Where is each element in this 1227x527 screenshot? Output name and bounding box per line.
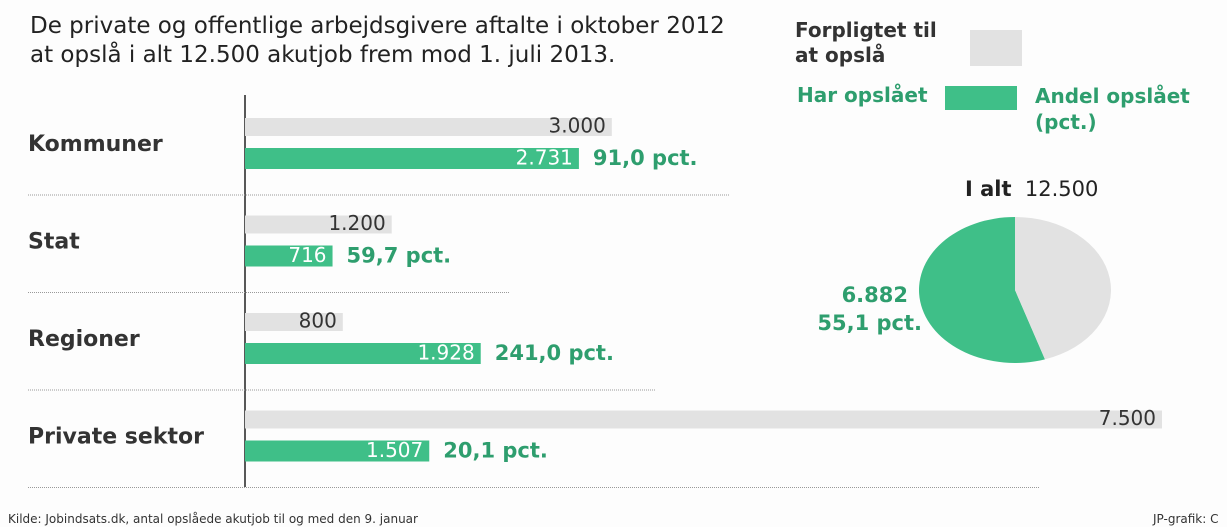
category-label: Regioner — [28, 327, 140, 352]
bar — [245, 410, 1162, 429]
share-label: 91,0 pct. — [593, 146, 698, 170]
pie-slice — [918, 217, 1045, 364]
legend-swatch — [945, 86, 1017, 110]
share-label: 241,0 pct. — [495, 341, 614, 365]
bar — [245, 313, 343, 331]
share-label: 20,1 pct. — [443, 439, 548, 463]
legend-label: Andel opslået (pct.) — [1035, 84, 1190, 134]
bar — [245, 148, 579, 169]
category-label: Stat — [28, 230, 80, 255]
pie-percent-label: 55,1 pct. — [817, 311, 922, 335]
pie-total: I alt 12.500 — [965, 177, 1098, 201]
pie-title: I alt — [965, 177, 1012, 201]
category-label: Kommuner — [28, 132, 163, 157]
value-label: 1.200 — [328, 211, 385, 235]
source: Kilde: Jobindsats.dk, antal opslåede aku… — [8, 512, 418, 526]
bar — [245, 245, 333, 267]
value-label: 7.500 — [1099, 406, 1156, 430]
legend-swatch — [970, 30, 1022, 66]
value-label: 1.507 — [366, 438, 423, 462]
pie-value-label: 6.882 — [842, 283, 908, 307]
bar — [245, 440, 430, 462]
legend-label: Har opslået — [797, 83, 928, 107]
value-label: 2.731 — [516, 146, 573, 170]
pie-slice — [1015, 217, 1111, 360]
value-label: 3.000 — [549, 114, 606, 138]
value-label: 716 — [288, 243, 326, 267]
chart-title: De private og offentlige arbejdsgivere a… — [30, 13, 725, 68]
value-label: 800 — [299, 309, 337, 333]
legend-label: Forpligtet til at opslå — [795, 18, 937, 67]
bar — [245, 343, 481, 364]
bar — [245, 215, 392, 234]
category-label: Private sektor — [28, 425, 204, 450]
value-label: 1.928 — [417, 341, 474, 365]
credit: JP-grafik: C — [1153, 512, 1219, 526]
pie-total-value: 12.500 — [1024, 177, 1099, 201]
share-label: 59,7 pct. — [347, 244, 452, 268]
bar — [245, 118, 612, 136]
